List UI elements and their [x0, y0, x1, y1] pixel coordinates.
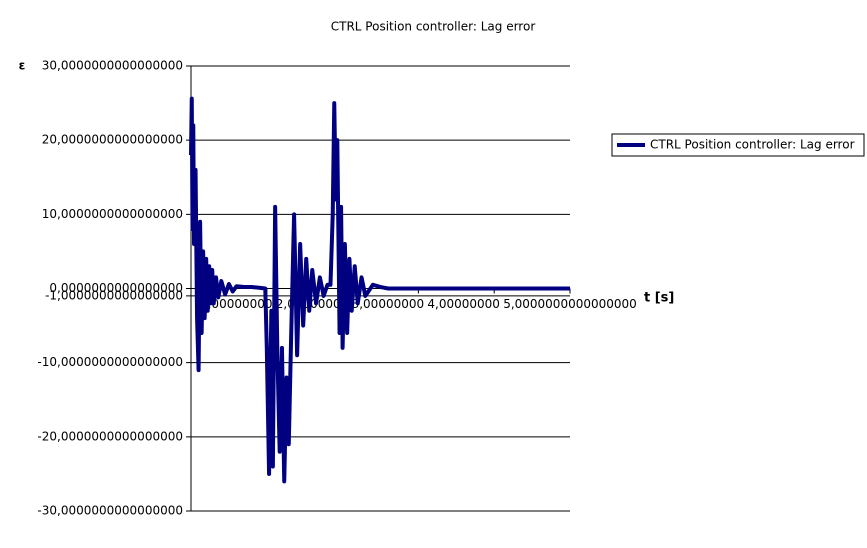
x-tick-label-bg [500, 296, 640, 311]
line-series [189, 96, 570, 484]
y-tick-label: -10,0000000000000000 [37, 355, 183, 369]
x-axis-label: t [s] [644, 291, 674, 306]
y-tick-label: -20,0000000000000000 [37, 429, 183, 443]
chart-title: CTRL Position controller: Lag error [331, 20, 536, 34]
y-tick-label: 20,0000000000000000 [42, 133, 183, 147]
y-tick-label: 0,0000000000000000 [49, 281, 183, 295]
y-axis-label: ε [19, 59, 26, 73]
x-tick-label: 5,0000000000000000 [503, 297, 637, 311]
legend-label: CTRL Position controller: Lag error [650, 138, 855, 152]
y-tick-label: -30,0000000000000000 [37, 504, 183, 518]
y-tick-label: 30,0000000000000000 [42, 59, 183, 73]
legend-box [611, 133, 865, 157]
y-tick-label: -1,0000000000000000 [45, 288, 183, 302]
y-tick-label: 10,0000000000000000 [42, 207, 183, 221]
